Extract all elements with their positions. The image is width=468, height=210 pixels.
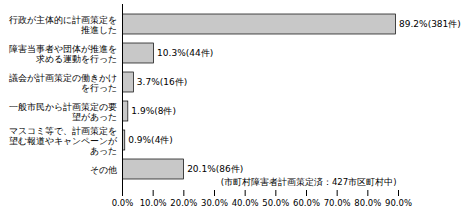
svg-text:3.7%(16件): 3.7%(16件) [137,77,187,87]
svg-text:0.0%: 0.0% [112,198,134,208]
svg-text:10.0%: 10.0% [140,198,167,208]
svg-text:30.0%: 30.0% [201,198,228,208]
svg-text:1.9%(8件): 1.9%(8件) [131,106,176,116]
svg-text:その他: その他 [90,165,117,175]
svg-text:一般市民から計画策定の要望があった: 一般市民から計画策定の要望があった [9,102,117,122]
svg-text:(市町村障害者計画策定済：427市区町村中): (市町村障害者計画策定済：427市区町村中) [221,177,397,187]
svg-text:10.3%(44件): 10.3%(44件) [157,48,213,58]
svg-text:40.0%: 40.0% [232,198,259,208]
svg-text:障害当事者や団体が推進を求める運動を行った: 障害当事者や団体が推進を求める運動を行った [9,44,117,64]
svg-text:行政が主体的に計画策定を推進した: 行政が主体的に計画策定を推進した [9,15,117,35]
svg-text:0.9%(4件): 0.9%(4件) [128,135,173,145]
svg-text:70.0%: 70.0% [324,198,351,208]
svg-text:80.0%: 80.0% [354,198,381,208]
svg-text:マスコミ等で、計画策定を望む報道やキャンペーンがあった: マスコミ等で、計画策定を望む報道やキャンペーンがあった [9,126,118,156]
svg-text:90.0%: 90.0% [385,198,412,208]
svg-text:20.0%: 20.0% [170,198,197,208]
svg-text:60.0%: 60.0% [293,198,320,208]
svg-text:89.2%(381件): 89.2%(381件) [399,19,461,29]
svg-text:50.0%: 50.0% [262,198,289,208]
svg-text:議会が計画策定の働きかけを行った: 議会が計画策定の働きかけを行った [9,73,117,93]
svg-text:20.1%(86件): 20.1%(86件) [187,164,243,174]
